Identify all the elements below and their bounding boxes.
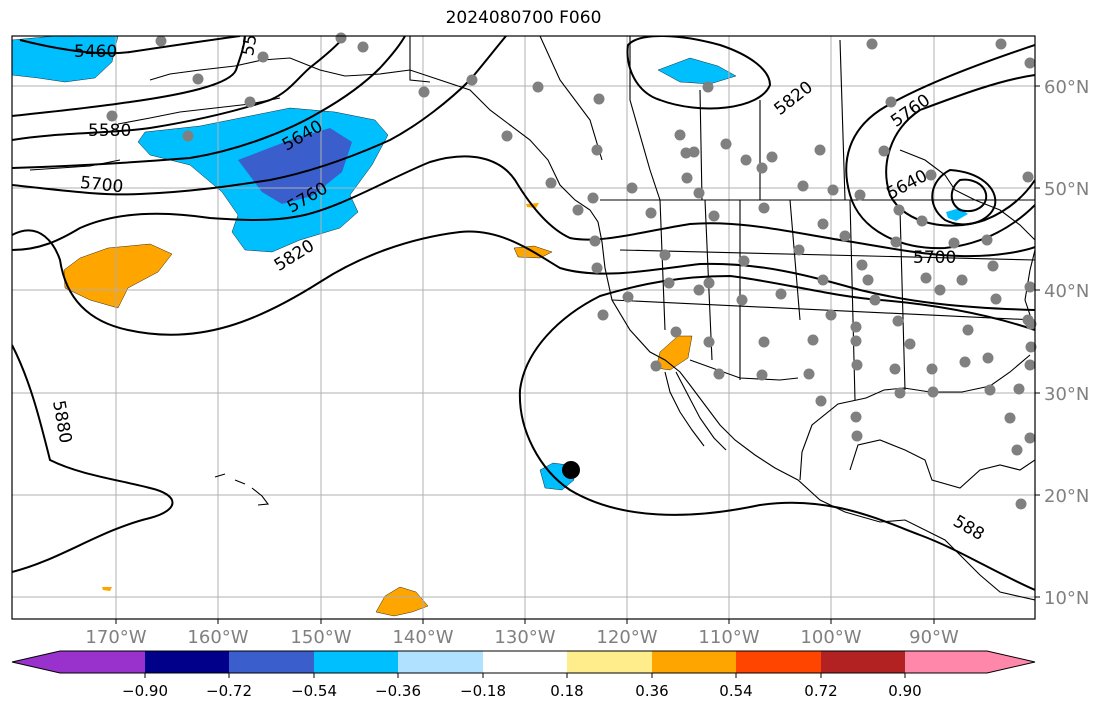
lon-label: 170°W (85, 627, 146, 648)
colorbar-tick-label: −0.54 (291, 682, 337, 700)
colorbar-segment (567, 651, 652, 673)
colorbar-tick-label: −0.18 (460, 682, 506, 700)
target-marker (562, 461, 580, 479)
colorbar-tick-label: 0.36 (635, 682, 668, 700)
lat-label: 50°N (1044, 179, 1089, 200)
contour-label: 5820 (770, 77, 816, 119)
lon-label: 100°W (800, 627, 861, 648)
contour-labels: 5460 55 5580 5640 5700 5760 5820 5880 58… (48, 33, 988, 545)
longitude-labels: 170°W 160°W 150°W 140°W 130°W 120°W 110°… (85, 627, 959, 648)
colorbar-tick-label: 0.18 (550, 682, 583, 700)
colorbar-extend-low (12, 651, 60, 673)
colorbar-tick-label: −0.90 (122, 682, 168, 700)
lat-label: 10°N (1044, 588, 1089, 609)
graticule (12, 36, 1035, 619)
contour-label: 5760 (887, 90, 934, 131)
colorbar-tick-label: 0.54 (719, 682, 752, 700)
contour-label: 588 (950, 511, 988, 545)
lat-label: 30°N (1044, 384, 1089, 405)
colorbar-segment (145, 651, 229, 673)
coastlines (29, 36, 1035, 601)
anomaly-shading (12, 36, 968, 617)
colorbar-outline (11, 650, 1036, 674)
contour-label: 5880 (48, 399, 75, 445)
lon-label: 150°W (290, 627, 351, 648)
colorbar-segment (60, 651, 145, 673)
colorbar-tick-label: 0.72 (804, 682, 837, 700)
lat-label: 60°N (1044, 77, 1089, 98)
latitude-labels: 60°N 50°N 40°N 30°N 20°N 10°N (1044, 77, 1089, 609)
map-title: 2024080700 F060 (445, 8, 602, 28)
contour-label: 5700 (913, 248, 956, 268)
contour-label: 5460 (74, 42, 117, 62)
colorbar-segment (652, 651, 736, 673)
colorbar-tick-label: −0.36 (375, 682, 421, 700)
lon-label: 160°W (187, 627, 248, 648)
lon-label: 130°W (494, 627, 555, 648)
station-markers (106, 32, 1037, 510)
colorbar-extend-high (987, 651, 1035, 673)
colorbar-segment (736, 651, 821, 673)
colorbar-segment (905, 651, 987, 673)
lon-label: 90°W (909, 627, 959, 648)
colorbar-segment (483, 651, 567, 673)
contour-label: 5580 (88, 121, 131, 141)
contour-label: 5700 (79, 173, 124, 197)
colorbar-segment (821, 651, 905, 673)
lon-label: 120°W (596, 627, 657, 648)
colorbar-segment (398, 651, 483, 673)
lat-label: 40°N (1044, 281, 1089, 302)
lon-label: 110°W (698, 627, 759, 648)
contour-label: 55 (238, 33, 261, 58)
colorbar-tick-label: 0.90 (888, 682, 921, 700)
lon-label: 140°W (392, 627, 453, 648)
lat-label: 20°N (1044, 486, 1089, 507)
colorbar-segment (314, 651, 398, 673)
colorbar: −0.90 −0.72 −0.54 −0.36 −0.18 0.18 0.36 … (11, 650, 1036, 700)
contour-label: 5640 (883, 166, 931, 204)
colorbar-tick-label: −0.72 (206, 682, 252, 700)
colorbar-segment (229, 651, 314, 673)
map-frame (11, 35, 1036, 620)
axis-ticks (115, 85, 1040, 624)
